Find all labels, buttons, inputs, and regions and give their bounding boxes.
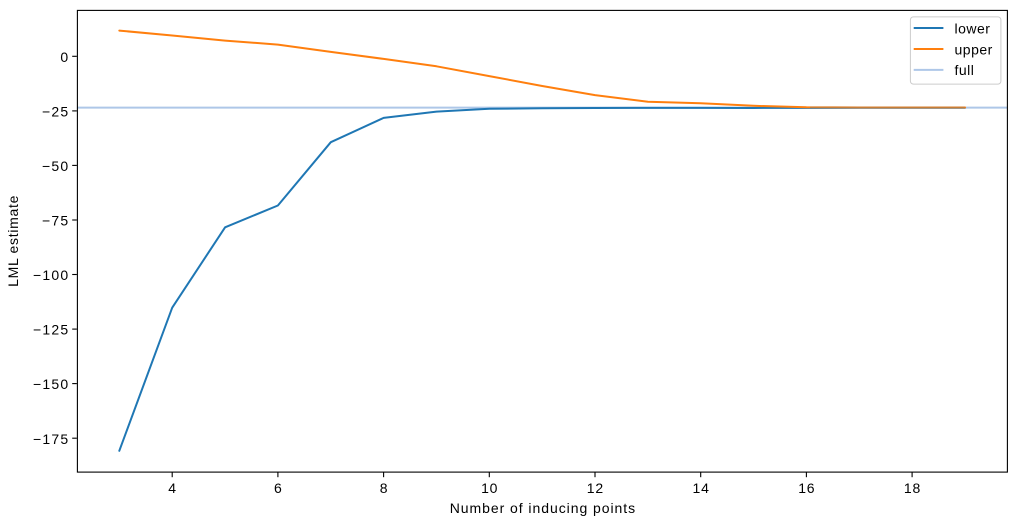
svg-text:12: 12	[587, 480, 604, 496]
svg-text:Number of inducing points: Number of inducing points	[450, 500, 636, 516]
svg-text:6: 6	[274, 480, 283, 496]
svg-text:−50: −50	[42, 158, 69, 174]
svg-text:LML estimate: LML estimate	[5, 195, 21, 287]
svg-text:4: 4	[168, 480, 177, 496]
svg-text:18: 18	[904, 480, 921, 496]
svg-text:full: full	[955, 62, 975, 78]
svg-text:−100: −100	[33, 267, 69, 283]
svg-text:−150: −150	[33, 376, 69, 392]
svg-text:−125: −125	[33, 322, 69, 338]
svg-text:14: 14	[693, 480, 710, 496]
svg-text:lower: lower	[955, 20, 991, 36]
svg-text:16: 16	[798, 480, 815, 496]
svg-text:0: 0	[60, 49, 69, 65]
svg-text:10: 10	[481, 480, 498, 496]
svg-text:−25: −25	[42, 104, 69, 120]
svg-text:upper: upper	[955, 41, 993, 57]
svg-text:−175: −175	[33, 431, 69, 447]
svg-text:8: 8	[380, 480, 389, 496]
svg-text:−75: −75	[42, 213, 69, 229]
